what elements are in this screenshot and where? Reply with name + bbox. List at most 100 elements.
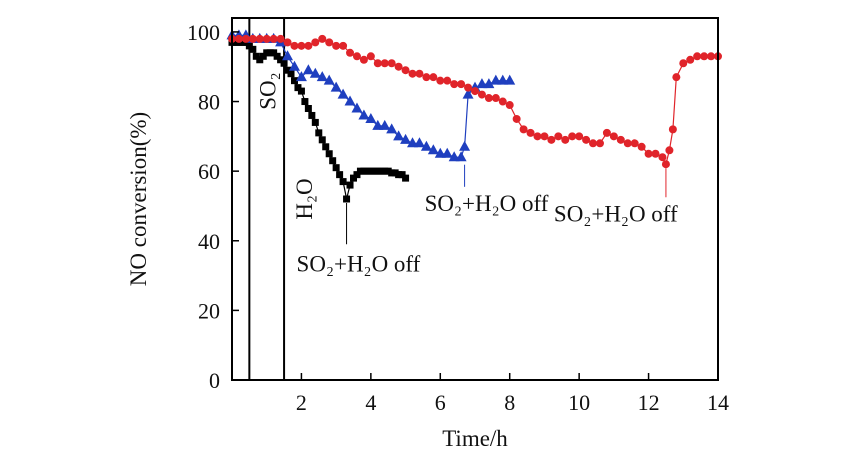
data-point	[450, 80, 459, 89]
data-point	[332, 164, 340, 172]
data-point	[609, 132, 618, 141]
series-layer	[226, 29, 722, 203]
data-point	[490, 74, 502, 85]
data-point	[498, 97, 507, 106]
y-tick-label: 80	[198, 90, 220, 115]
red-off-annotation: SO₂+H₂O off	[554, 201, 678, 226]
data-point	[477, 90, 486, 99]
data-point	[547, 135, 556, 144]
data-point	[589, 139, 598, 148]
data-point	[415, 69, 424, 78]
data-point	[519, 125, 528, 134]
y-tick-label: 0	[209, 368, 220, 393]
data-point	[408, 69, 417, 78]
data-point	[407, 137, 419, 148]
data-point	[359, 55, 368, 64]
data-point	[330, 81, 342, 92]
data-point	[255, 34, 264, 43]
data-point	[318, 136, 326, 144]
data-point	[402, 174, 410, 182]
data-point	[248, 34, 257, 43]
data-point	[422, 73, 431, 82]
data-point	[443, 76, 452, 85]
data-point	[387, 59, 396, 68]
data-point	[665, 146, 674, 155]
x-tick-label: 8	[504, 390, 515, 415]
data-point	[679, 59, 688, 68]
data-point	[325, 38, 334, 47]
data-point	[561, 135, 570, 144]
data-point	[322, 143, 330, 151]
data-point	[316, 71, 328, 82]
plot-frame	[231, 17, 719, 381]
data-point	[483, 78, 495, 89]
x-tick-label: 10	[568, 390, 590, 415]
data-point	[304, 105, 312, 112]
data-point	[464, 83, 473, 92]
data-point	[672, 73, 681, 82]
data-point	[394, 62, 403, 71]
data-point	[497, 74, 509, 85]
data-point	[658, 153, 667, 162]
data-point	[304, 41, 313, 50]
so2-event-label: SO₂	[255, 72, 280, 109]
data-point	[651, 149, 660, 158]
h2o-event-label: H₂O	[292, 178, 317, 219]
data-point	[358, 109, 370, 120]
data-point	[343, 195, 351, 203]
data-point	[337, 88, 349, 99]
data-point	[393, 130, 405, 141]
data-point	[595, 139, 604, 148]
data-point	[462, 88, 474, 99]
data-point	[344, 95, 356, 106]
data-point	[325, 150, 333, 158]
data-point	[276, 34, 285, 43]
data-point	[283, 38, 292, 47]
data-point	[290, 77, 298, 85]
data-point	[311, 118, 319, 126]
data-point	[373, 59, 382, 68]
data-point	[526, 128, 535, 137]
data-point	[686, 55, 695, 64]
data-point	[661, 160, 670, 169]
data-point	[512, 114, 521, 123]
data-point	[346, 48, 355, 57]
blue-off-annotation: SO₂+H₂O off	[425, 191, 549, 216]
data-point	[400, 133, 412, 144]
data-point	[459, 140, 471, 151]
data-point	[366, 52, 375, 61]
data-point	[484, 94, 493, 103]
data-point	[436, 76, 445, 85]
data-point	[491, 94, 500, 103]
data-point	[336, 171, 344, 179]
data-point	[429, 73, 438, 82]
annotation-lines	[346, 164, 667, 245]
data-point	[455, 151, 467, 162]
data-point	[441, 147, 453, 158]
event-lines	[248, 18, 286, 380]
data-point	[351, 102, 363, 113]
data-point	[540, 132, 549, 141]
data-point	[339, 178, 347, 186]
data-point	[575, 132, 584, 141]
data-point	[504, 74, 516, 85]
data-point	[623, 139, 632, 148]
data-point	[630, 139, 639, 148]
y-tick-label: 100	[187, 20, 220, 45]
data-point	[234, 34, 243, 43]
data-point	[308, 111, 316, 119]
data-point	[533, 132, 542, 141]
data-point	[309, 67, 321, 78]
data-point	[295, 71, 307, 82]
data-point	[249, 45, 257, 53]
data-point	[311, 38, 320, 47]
y-axis-title: NO conversion(%)	[126, 112, 151, 286]
data-point	[379, 119, 391, 130]
data-point	[401, 66, 410, 75]
data-point	[302, 64, 314, 75]
data-point	[434, 147, 446, 158]
y-tick-label: 40	[198, 229, 220, 254]
data-point	[372, 119, 384, 130]
data-point	[471, 87, 479, 96]
data-point	[346, 181, 354, 189]
